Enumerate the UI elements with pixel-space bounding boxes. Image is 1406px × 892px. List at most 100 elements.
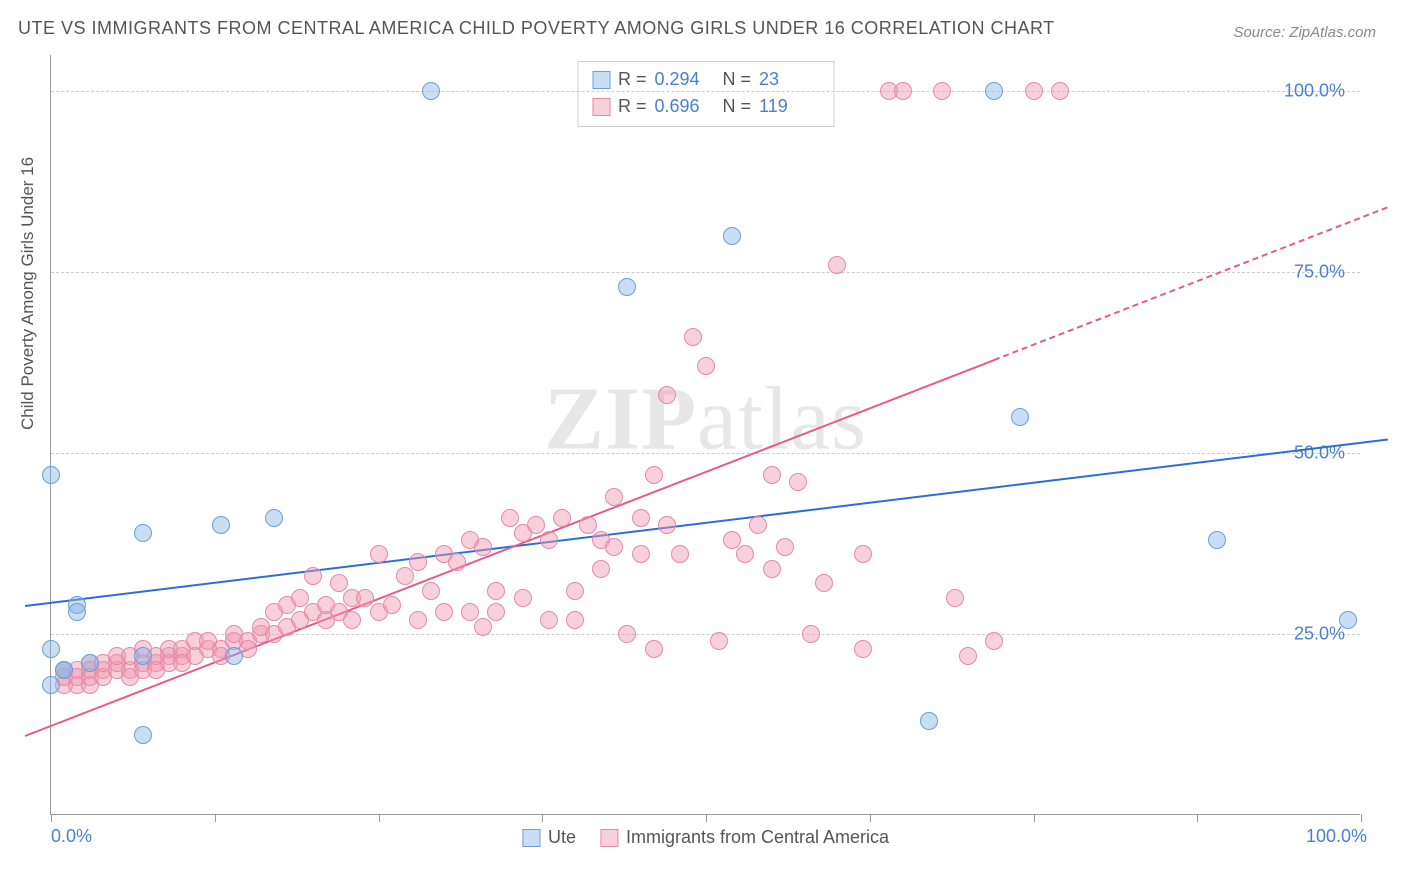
data-point [474,618,492,636]
data-point [985,632,1003,650]
data-point [723,227,741,245]
x-tick [870,814,871,822]
data-point [697,357,715,375]
data-point [605,538,623,556]
data-point [658,386,676,404]
x-tick [215,814,216,822]
data-point [501,509,519,527]
x-tick [379,814,380,822]
data-point [448,553,466,571]
x-tick [1361,814,1362,822]
data-point [723,531,741,549]
data-point [527,516,545,534]
data-point [763,466,781,484]
data-point [618,625,636,643]
stat-r-value: 0.696 [655,93,715,120]
y-tick-label: 100.0% [1284,81,1345,102]
data-point [370,545,388,563]
data-point [134,524,152,542]
data-point [343,611,361,629]
gridline [51,91,1360,92]
data-point [514,589,532,607]
data-point [383,596,401,614]
data-point [671,545,689,563]
legend-label: Immigrants from Central America [626,827,889,848]
data-point [632,545,650,563]
data-point [933,82,951,100]
data-point [81,654,99,672]
data-point [710,632,728,650]
data-point [920,712,938,730]
data-point [828,256,846,274]
data-point [435,603,453,621]
data-point [763,560,781,578]
data-point [409,553,427,571]
data-point [566,611,584,629]
chart-title: UTE VS IMMIGRANTS FROM CENTRAL AMERICA C… [18,18,1055,39]
data-point [645,640,663,658]
data-point [1025,82,1043,100]
data-point [134,726,152,744]
data-point [409,611,427,629]
legend-swatch-ute [522,829,540,847]
data-point [658,516,676,534]
data-point [212,516,230,534]
data-point [487,603,505,621]
data-point [422,582,440,600]
data-point [422,82,440,100]
data-point [540,531,558,549]
data-point [854,640,872,658]
data-point [894,82,912,100]
series-swatch-immigrants [592,98,610,116]
x-tick [542,814,543,822]
stat-row: R = 0.696 N = 119 [592,93,819,120]
data-point [684,328,702,346]
legend-label: Ute [548,827,576,848]
data-point [959,647,977,665]
stat-n-label: N = [723,93,752,120]
stat-r-label: R = [618,66,647,93]
data-point [356,589,374,607]
data-point [265,509,283,527]
data-point [789,473,807,491]
data-point [1051,82,1069,100]
stat-n-value: 23 [759,66,819,93]
source-attribution: Source: ZipAtlas.com [1233,24,1376,41]
data-point [134,647,152,665]
legend-item: Immigrants from Central America [600,827,889,848]
y-axis-label: Child Poverty Among Girls Under 16 [18,157,38,430]
data-point [815,574,833,592]
x-tick [706,814,707,822]
data-point [592,560,610,578]
x-tick [1197,814,1198,822]
plot-area: ZIPatlas R = 0.294 N = 23 R = 0.696 N = … [50,55,1360,815]
data-point [946,589,964,607]
gridline [51,453,1360,454]
data-point [645,466,663,484]
data-point [1208,531,1226,549]
data-point [566,582,584,600]
data-point [330,574,348,592]
data-point [802,625,820,643]
stat-n-value: 119 [759,93,819,120]
x-tick-label: 0.0% [51,826,92,847]
legend-swatch-immigrants [600,829,618,847]
series-swatch-ute [592,71,610,89]
data-point [579,516,597,534]
data-point [225,647,243,665]
data-point [540,611,558,629]
stat-r-value: 0.294 [655,66,715,93]
data-point [42,466,60,484]
stat-r-label: R = [618,93,647,120]
x-tick-label: 100.0% [1306,826,1367,847]
data-point [749,516,767,534]
data-point [985,82,1003,100]
watermark: ZIPatlas [544,368,867,471]
data-point [1011,408,1029,426]
data-point [396,567,414,585]
data-point [474,538,492,556]
stat-row: R = 0.294 N = 23 [592,66,819,93]
data-point [68,603,86,621]
data-point [553,509,571,527]
y-tick-label: 75.0% [1294,262,1345,283]
